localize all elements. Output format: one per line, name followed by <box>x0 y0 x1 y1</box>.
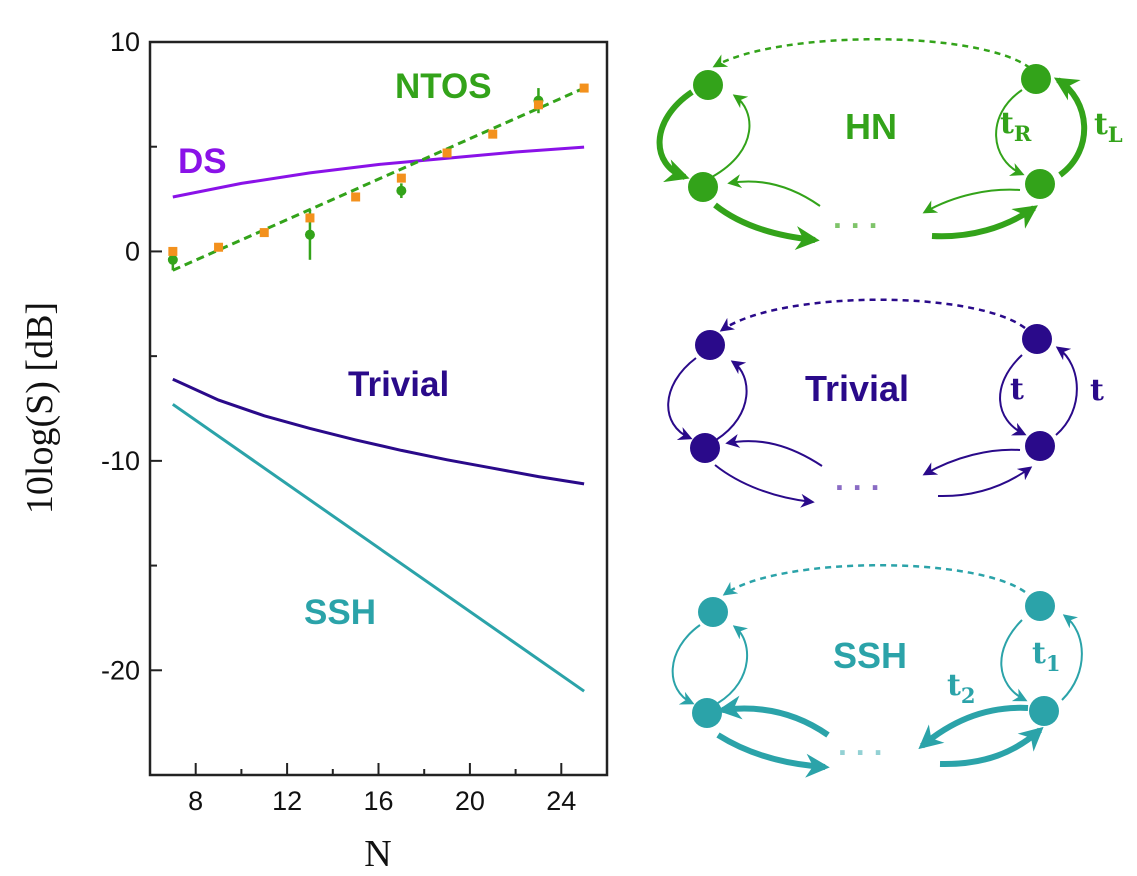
series-label-ntos: NTOS <box>395 67 492 106</box>
hop-label-t-2: t2 <box>947 668 975 708</box>
hop-arrow-bottom-left-in <box>727 174 821 207</box>
hop-arrow-bottom-right-in <box>922 188 1021 214</box>
model-title-hn: HN <box>845 106 897 147</box>
series-line <box>171 403 585 693</box>
x-tick-label: 12 <box>272 786 302 816</box>
long-range-hopping-arrow <box>722 564 1026 596</box>
hop-arrow-bottom-right-out <box>937 466 1033 498</box>
site-node <box>1025 431 1055 461</box>
long-range-hopping-arrow <box>712 38 1031 69</box>
hop-arrow-bottom-left-in <box>717 695 830 738</box>
data-point <box>259 228 269 238</box>
site-node <box>688 172 718 202</box>
site-node <box>693 70 723 100</box>
hop-arrow-bottom-right-out <box>939 726 1044 768</box>
y-axis-title: 10log(S) [dB] <box>19 302 61 514</box>
series-label-ssh: SSH <box>304 593 376 632</box>
model-title-ssh: SSH <box>833 635 907 676</box>
x-tick-label: 20 <box>455 786 485 816</box>
hop-arrow-left-up <box>715 360 748 441</box>
hop-arrow-bottom-right-in <box>918 704 1029 750</box>
diagram-trivial: . . . Trivial t t <box>667 298 1104 508</box>
hop-arrow-left-up <box>717 625 749 704</box>
hop-arrow-right-up <box>1061 614 1083 701</box>
site-node <box>690 433 720 463</box>
data-point <box>533 100 543 110</box>
chart: 8 12 16 20 24 10 0 -10 -20 N 10log(S) [dB] NTOS… <box>19 27 609 875</box>
x-axis-title: N <box>364 833 391 875</box>
hop-arrow-right-down <box>995 89 1025 176</box>
site-node <box>692 698 722 728</box>
hop-arrow-left-down <box>667 357 697 440</box>
hop-label-t-1: t1 <box>1032 636 1060 676</box>
series-label-ds: DS <box>178 142 227 181</box>
series-line <box>172 145 585 199</box>
long-range-hopping-arrow <box>719 298 1026 332</box>
hop-arrow-right-up <box>1053 77 1088 178</box>
hop-arrow-left-down <box>671 624 701 705</box>
data-point <box>442 148 452 158</box>
site-node <box>1025 169 1055 199</box>
site-node <box>1021 64 1051 94</box>
site-node <box>1029 696 1059 726</box>
hop-arrow-right-down <box>999 354 1027 436</box>
hop-arrow-bottom-right-out <box>931 205 1038 240</box>
hop-arrow-left-down <box>656 89 694 183</box>
series-markers-5 <box>168 83 589 256</box>
site-node <box>695 330 725 360</box>
data-point <box>579 83 589 93</box>
series-label-trivial: Trivial <box>348 365 449 404</box>
diagram-hn: . . . HN tR tL <box>656 38 1123 251</box>
data-point <box>168 246 178 256</box>
site-node <box>698 597 728 627</box>
hop-label-t-r: tR <box>1000 106 1032 146</box>
x-tick-label: 24 <box>546 786 576 816</box>
data-point <box>167 254 178 265</box>
diagram-ssh: . . . SSH t1 t2 <box>671 564 1083 778</box>
x-tick-label: 8 <box>188 786 203 816</box>
data-point <box>396 185 407 196</box>
data-point <box>351 192 361 202</box>
hop-arrow-bottom-left-out <box>716 732 830 778</box>
series-ntos <box>172 86 585 272</box>
data-point <box>488 129 498 139</box>
series-ssh <box>171 403 585 693</box>
hop-arrow-bottom-left-out <box>714 464 815 508</box>
series-trivial <box>172 377 585 486</box>
y-tick-label: -20 <box>101 655 140 685</box>
ellipsis-dots: . . . <box>833 199 877 235</box>
hop-label-t-inner: t <box>1010 372 1024 407</box>
series-line <box>172 377 585 486</box>
site-node <box>1025 591 1055 621</box>
data-point <box>305 213 315 223</box>
series-line <box>172 86 585 272</box>
x-axis-ticks: 8 12 16 20 24 <box>188 763 576 816</box>
series-layer <box>167 83 589 693</box>
data-point <box>396 173 406 183</box>
hop-arrow-right-down <box>1000 619 1028 702</box>
model-title-trivial: Trivial <box>805 368 909 409</box>
series-ds <box>172 145 585 199</box>
hop-arrow-right-up <box>1055 346 1078 436</box>
site-node <box>1022 324 1052 354</box>
hop-arrow-bottom-right-in <box>922 448 1021 476</box>
y-axis-ticks: 10 0 -10 -20 <box>101 27 162 685</box>
x-tick-label: 16 <box>363 786 393 816</box>
data-point <box>214 242 224 252</box>
hop-arrow-bottom-left-in <box>725 434 823 467</box>
series-markers-4 <box>167 88 544 271</box>
y-tick-label: 0 <box>125 236 140 266</box>
y-tick-label: 10 <box>110 27 140 57</box>
hop-arrow-left-up <box>711 94 751 178</box>
ellipsis-dots: . . . <box>835 461 879 497</box>
ellipsis-dots: . . . <box>838 726 882 762</box>
data-point <box>304 229 315 240</box>
hop-label-t-l: tL <box>1094 107 1123 147</box>
hop-arrow-bottom-left-out <box>713 202 820 251</box>
y-tick-label: -10 <box>101 446 140 476</box>
hop-label-t-outer: t <box>1090 373 1104 408</box>
